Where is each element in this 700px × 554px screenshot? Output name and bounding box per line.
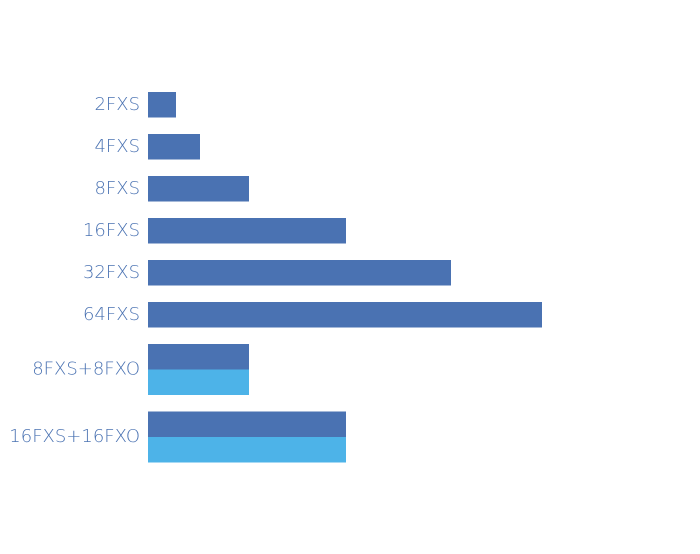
bar: [148, 437, 346, 463]
y-tick-label: 64FXS: [83, 304, 140, 325]
bar: [148, 176, 249, 202]
bar: [148, 369, 249, 395]
bar: [148, 134, 200, 160]
bar: [148, 344, 249, 370]
y-tick-label: 4FXS: [94, 136, 140, 157]
bar: [148, 218, 346, 244]
y-tick-label: 16FXS: [83, 220, 140, 241]
bar: [148, 92, 176, 118]
bar: [148, 411, 346, 437]
bar: [148, 260, 451, 286]
bar: [148, 302, 542, 328]
y-tick-label: 2FXS: [94, 94, 140, 115]
y-tick-label: 16FXS+16FXO: [9, 426, 140, 447]
y-tick-label: 8FXS: [94, 178, 140, 199]
y-tick-label: 8FXS+8FXO: [32, 359, 140, 380]
y-tick-label: 32FXS: [83, 262, 140, 283]
